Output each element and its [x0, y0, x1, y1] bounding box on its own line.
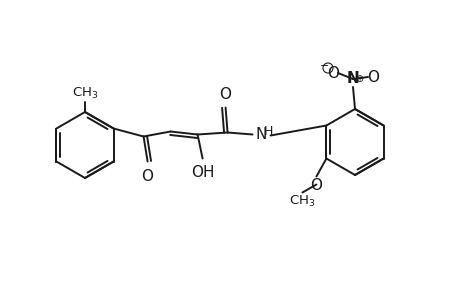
Text: CH$_3$: CH$_3$ — [72, 86, 98, 101]
Text: ⊕: ⊕ — [354, 74, 362, 84]
Text: N: N — [346, 71, 358, 86]
Text: −: − — [319, 61, 329, 71]
Text: CH$_3$: CH$_3$ — [289, 194, 315, 208]
Text: O: O — [366, 70, 378, 85]
Text: H: H — [263, 125, 272, 138]
Text: O: O — [219, 86, 231, 101]
Text: O: O — [141, 169, 153, 184]
Text: OH: OH — [190, 164, 214, 179]
Text: O: O — [326, 65, 338, 80]
Text: O: O — [310, 178, 322, 194]
Text: N: N — [255, 127, 266, 142]
